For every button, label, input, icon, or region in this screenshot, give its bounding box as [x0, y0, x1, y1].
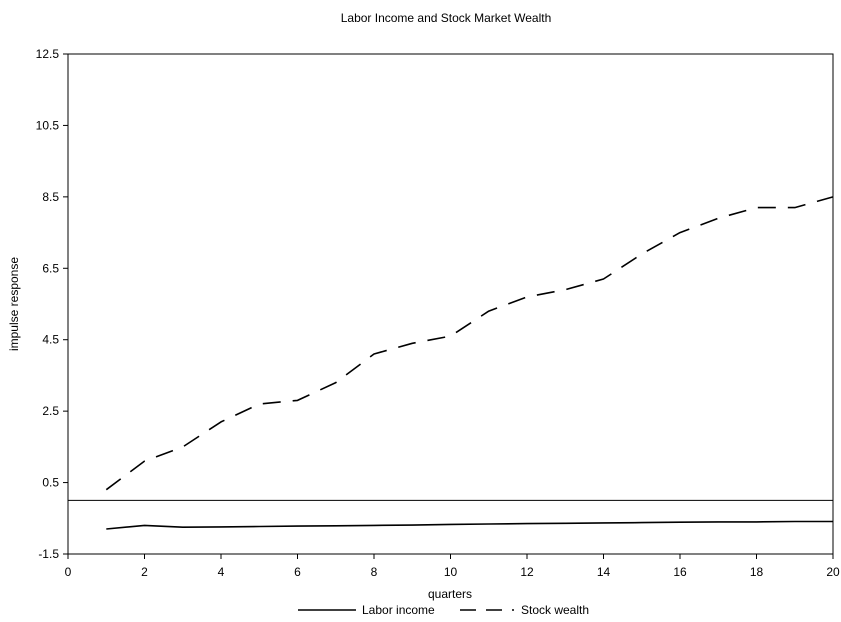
- y-tick-label: 4.5: [42, 333, 59, 347]
- x-axis-label: quarters: [428, 587, 472, 601]
- y-tick-label: -1.5: [38, 547, 59, 561]
- x-tick-label: 2: [141, 565, 148, 579]
- x-tick-label: 16: [673, 565, 687, 579]
- legend: Labor income Stock wealth: [298, 603, 589, 617]
- y-axis-label: impulse response: [7, 257, 21, 351]
- plot-frame: [67, 53, 834, 555]
- series-layer: [105, 196, 834, 530]
- x-tick-label: 4: [218, 565, 225, 579]
- y-tick-label: 0.5: [42, 476, 59, 490]
- stock-wealth-line: [105, 196, 834, 491]
- y-axis-ticks: -1.5 0.5 2.5 4.5 6.5 8.5 10.5 12.5: [36, 47, 68, 561]
- y-tick-label: 6.5: [42, 261, 59, 275]
- y-tick-label: 2.5: [42, 404, 59, 418]
- x-tick-label: 18: [750, 565, 764, 579]
- y-tick-label: 10.5: [36, 118, 60, 132]
- x-tick-label: 0: [65, 565, 72, 579]
- x-tick-label: 8: [371, 565, 378, 579]
- x-tick-label: 12: [520, 565, 534, 579]
- y-tick-label: 8.5: [42, 190, 59, 204]
- chart-title: Labor Income and Stock Market Wealth: [341, 11, 552, 25]
- legend-label: Labor income: [362, 603, 435, 617]
- x-tick-label: 20: [826, 565, 840, 579]
- labor-income-line: [106, 520, 833, 530]
- plot-area: [67, 53, 834, 555]
- x-axis-ticks: 0 2 4 6 8 10 12 14 16 18 20: [65, 554, 840, 579]
- y-tick-label: 12.5: [36, 47, 60, 61]
- x-tick-label: 14: [597, 565, 611, 579]
- x-tick-label: 6: [294, 565, 301, 579]
- x-tick-label: 10: [444, 565, 458, 579]
- legend-label: Stock wealth: [521, 603, 589, 617]
